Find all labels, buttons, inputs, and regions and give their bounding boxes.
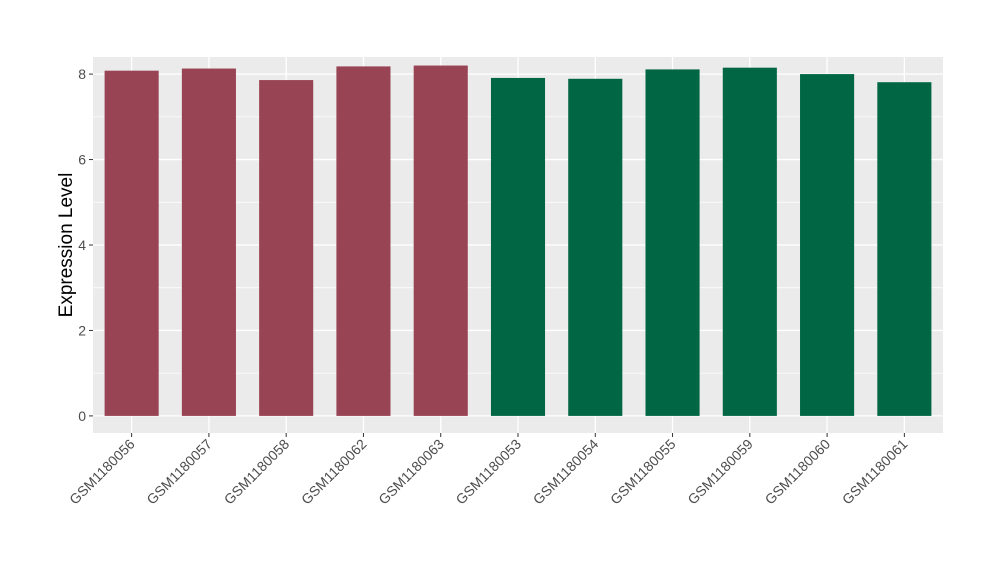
x-tick-label: GSM1180058 [221, 436, 293, 508]
x-tick-label: GSM1180059 [684, 436, 756, 508]
x-tick-label: GSM1180062 [298, 436, 370, 508]
bar-GSM1180053 [490, 77, 546, 416]
x-tick-label: GSM1180063 [375, 436, 447, 508]
bar-GSM1180062 [336, 66, 391, 416]
bar-GSM1180054 [568, 78, 623, 416]
bar-GSM1180056 [104, 70, 159, 416]
x-tick-label: GSM1180057 [143, 436, 215, 508]
y-tick-label: 2 [78, 322, 86, 338]
x-tick-label: GSM1180061 [839, 436, 911, 508]
x-tick-label: GSM1180060 [762, 436, 834, 508]
x-tick-label: GSM1180056 [66, 436, 138, 508]
bar-GSM1180055 [645, 69, 700, 416]
bar-GSM1180060 [800, 74, 855, 416]
y-tick-label: 6 [78, 152, 86, 168]
bar-GSM1180059 [722, 67, 777, 416]
bars-group [104, 65, 932, 416]
y-tick-label: 8 [78, 66, 86, 82]
y-axis: 0 2 4 6 8 [78, 66, 93, 424]
bar-GSM1180063 [413, 65, 468, 416]
y-tick-label: 0 [78, 408, 86, 424]
x-tick-label: GSM1180054 [530, 436, 602, 508]
bar-GSM1180061 [877, 82, 932, 416]
x-tick-label: GSM1180055 [607, 436, 679, 508]
y-tick-label: 4 [78, 237, 86, 253]
bar-GSM1180057 [181, 68, 236, 416]
x-tick-label: GSM1180053 [452, 436, 524, 508]
bar-GSM1180058 [259, 80, 314, 416]
y-axis-title: Expression Level [56, 173, 77, 318]
x-axis: GSM1180056 GSM1180057 GSM1180058 GSM1180062… [66, 433, 911, 507]
